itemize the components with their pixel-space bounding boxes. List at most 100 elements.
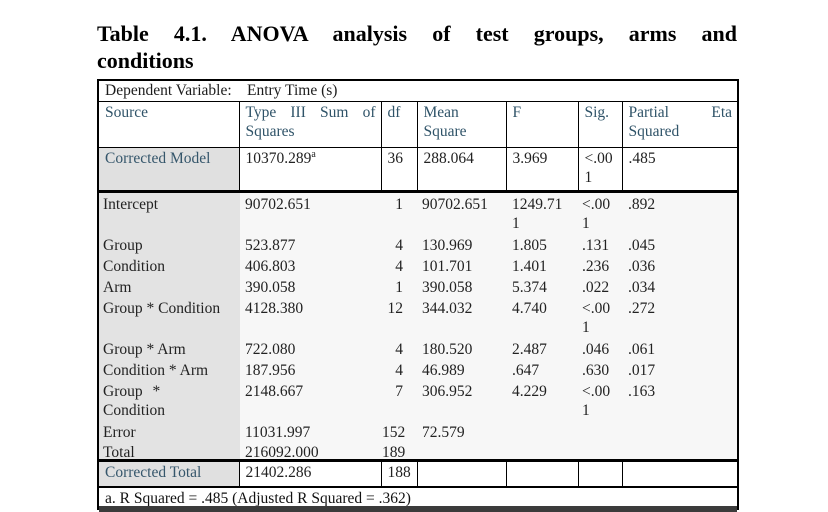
footnote-marker: a: [311, 148, 316, 160]
cell-source: Condition: [100, 255, 240, 276]
cell-f: [507, 421, 579, 441]
cell-empty: [577, 459, 623, 488]
header-cell-source: Source: [97, 101, 240, 148]
body-section-row: Intercept 90702.651 1 90702.651 1249.71 …: [96, 191, 740, 461]
cell-sig: <.00 1: [577, 147, 623, 193]
header-cell-df: df: [380, 101, 418, 148]
table-caption: Table 4.1. ANOVA analysis of test groups…: [97, 20, 737, 74]
cell-mean-square: 288.064: [416, 147, 507, 193]
cell-eta: .017: [628, 362, 656, 379]
dependent-variable-label: Dependent Variable:: [105, 82, 232, 99]
cell-df: 36: [380, 147, 418, 193]
header-cell-mean-square: Mean Square: [416, 101, 507, 148]
cell-sig: [579, 421, 623, 441]
cell-sum-of-squares: 90702.651: [245, 196, 311, 213]
cell-empty: [621, 459, 739, 488]
cell-sig: .022: [582, 279, 610, 296]
cell-sum-of-squares: 406.803: [245, 258, 296, 275]
cell-sum-of-squares: 722.080: [245, 341, 296, 358]
cell-sum-of-squares: 523.877: [245, 237, 296, 254]
cell-f: [507, 441, 579, 459]
cell-sig: .236: [582, 258, 610, 275]
cell-sig: .131: [582, 237, 610, 254]
table-footnote: a. R Squared = .485 (Adjusted R Squared …: [105, 490, 411, 507]
cell-sum-of-squares: 216092.000: [245, 444, 319, 461]
cell-eta: .045: [628, 237, 656, 254]
cell-mean-square: 101.701: [422, 258, 473, 275]
cell-df: 4: [395, 237, 403, 254]
corrected-model-row: Corrected Model 10370.289a 36 288.064 3.…: [97, 147, 739, 193]
cell-source: Condition * Arm: [100, 359, 240, 380]
cell-eta: .892: [628, 196, 656, 213]
cell-sig: .046: [582, 341, 610, 358]
dependent-variable-row: Dependent Variable: Entry Time (s): [98, 80, 739, 102]
cell-sig: <.00 1: [582, 383, 611, 419]
cell-sig: .630: [582, 362, 610, 379]
cell-source: Intercept: [100, 193, 240, 234]
header-cell-partial-eta-squared: Partial Eta Squared: [621, 101, 739, 148]
cell-source: Group: [100, 234, 240, 255]
cell-df: 1: [395, 196, 403, 213]
header-cell-sig: Sig.: [577, 101, 623, 148]
cell-df: 7: [395, 383, 403, 400]
cell-f: 1.805: [512, 237, 547, 254]
cell-df: 1: [395, 279, 403, 296]
cell-eta: [623, 421, 736, 441]
cell-eta: [623, 441, 736, 459]
cell-source: Corrected Model: [97, 147, 240, 193]
cell-mean-square: 72.579: [422, 424, 465, 441]
cell-mean-square: 390.058: [422, 279, 473, 296]
header-cell-f: F: [505, 101, 579, 148]
cell-empty: [416, 459, 507, 488]
cell-mean-square: 46.989: [422, 362, 465, 379]
cell-f: 4.740: [512, 300, 547, 317]
cell-sum-of-squares: 21402.286: [238, 459, 382, 488]
cell-df: 4: [395, 341, 403, 358]
cell-mean-square: 90702.651: [422, 196, 488, 213]
cell-source: Arm: [100, 276, 240, 297]
cell-sum-of-squares: 4128.380: [245, 300, 304, 317]
spss-body-block: Intercept 90702.651 1 90702.651 1249.71 …: [96, 191, 740, 461]
cell-source: Group * Condition * Arm: [100, 380, 240, 438]
cell-f: 1.401: [512, 258, 547, 275]
cell-df: 4: [395, 258, 403, 275]
cell-source: Group * Condition: [100, 297, 240, 338]
table-caption-line2: conditions: [97, 48, 194, 73]
cell-sum-of-squares: 11031.997: [245, 424, 311, 441]
cell-source: Group * Arm: [100, 338, 240, 359]
cell-sig: [579, 441, 623, 459]
spss-body-grid: Intercept 90702.651 1 90702.651 1249.71 …: [100, 193, 736, 461]
cell-mean-square: 130.969: [422, 237, 473, 254]
cell-df: 12: [387, 300, 404, 317]
cell-empty: [505, 459, 579, 488]
anova-table: Dependent Variable: Entry Time (s) Sourc…: [96, 79, 740, 510]
cell-f: 4.229: [512, 383, 547, 400]
cell-f: .647: [512, 362, 540, 379]
cell-source: Corrected Total: [97, 459, 240, 488]
cell-sig: <.00 1: [582, 300, 611, 336]
cell-df: 189: [382, 444, 406, 461]
cell-mean-square: [418, 441, 507, 459]
footnote-row: a. R Squared = .485 (Adjusted R Squared …: [98, 487, 738, 509]
cell-sum-of-squares: 187.956: [245, 362, 296, 379]
dependent-variable-value: Entry Time (s): [247, 82, 338, 99]
header-cell-type-iii-sum-of-squares: Type III Sum of Squares: [238, 101, 382, 148]
cell-f: 2.487: [512, 341, 547, 358]
cell-eta: .485: [621, 147, 739, 193]
cell-df: 152: [382, 424, 406, 441]
cell-source: Total: [100, 441, 240, 461]
cell-df: 4: [395, 362, 403, 379]
cell-eta: .036: [628, 258, 656, 275]
corrected-total-row: Corrected Total 21402.286 188: [97, 459, 739, 488]
next-element-top-edge-bar: [99, 506, 737, 512]
cell-sum-of-squares: 2148.667: [245, 383, 304, 400]
cell-sig: <.00 1: [582, 196, 611, 232]
cell-eta: .272: [628, 300, 656, 317]
cell-eta: .034: [628, 279, 656, 296]
cell-mean-square: 180.520: [422, 341, 473, 358]
cell-f: 1249.71 1: [512, 196, 563, 232]
cell-f: 5.374: [512, 279, 547, 296]
cell-mean-square: 306.952: [422, 383, 473, 400]
header-row: Source Type III Sum of Squares df Mean S…: [97, 101, 739, 148]
